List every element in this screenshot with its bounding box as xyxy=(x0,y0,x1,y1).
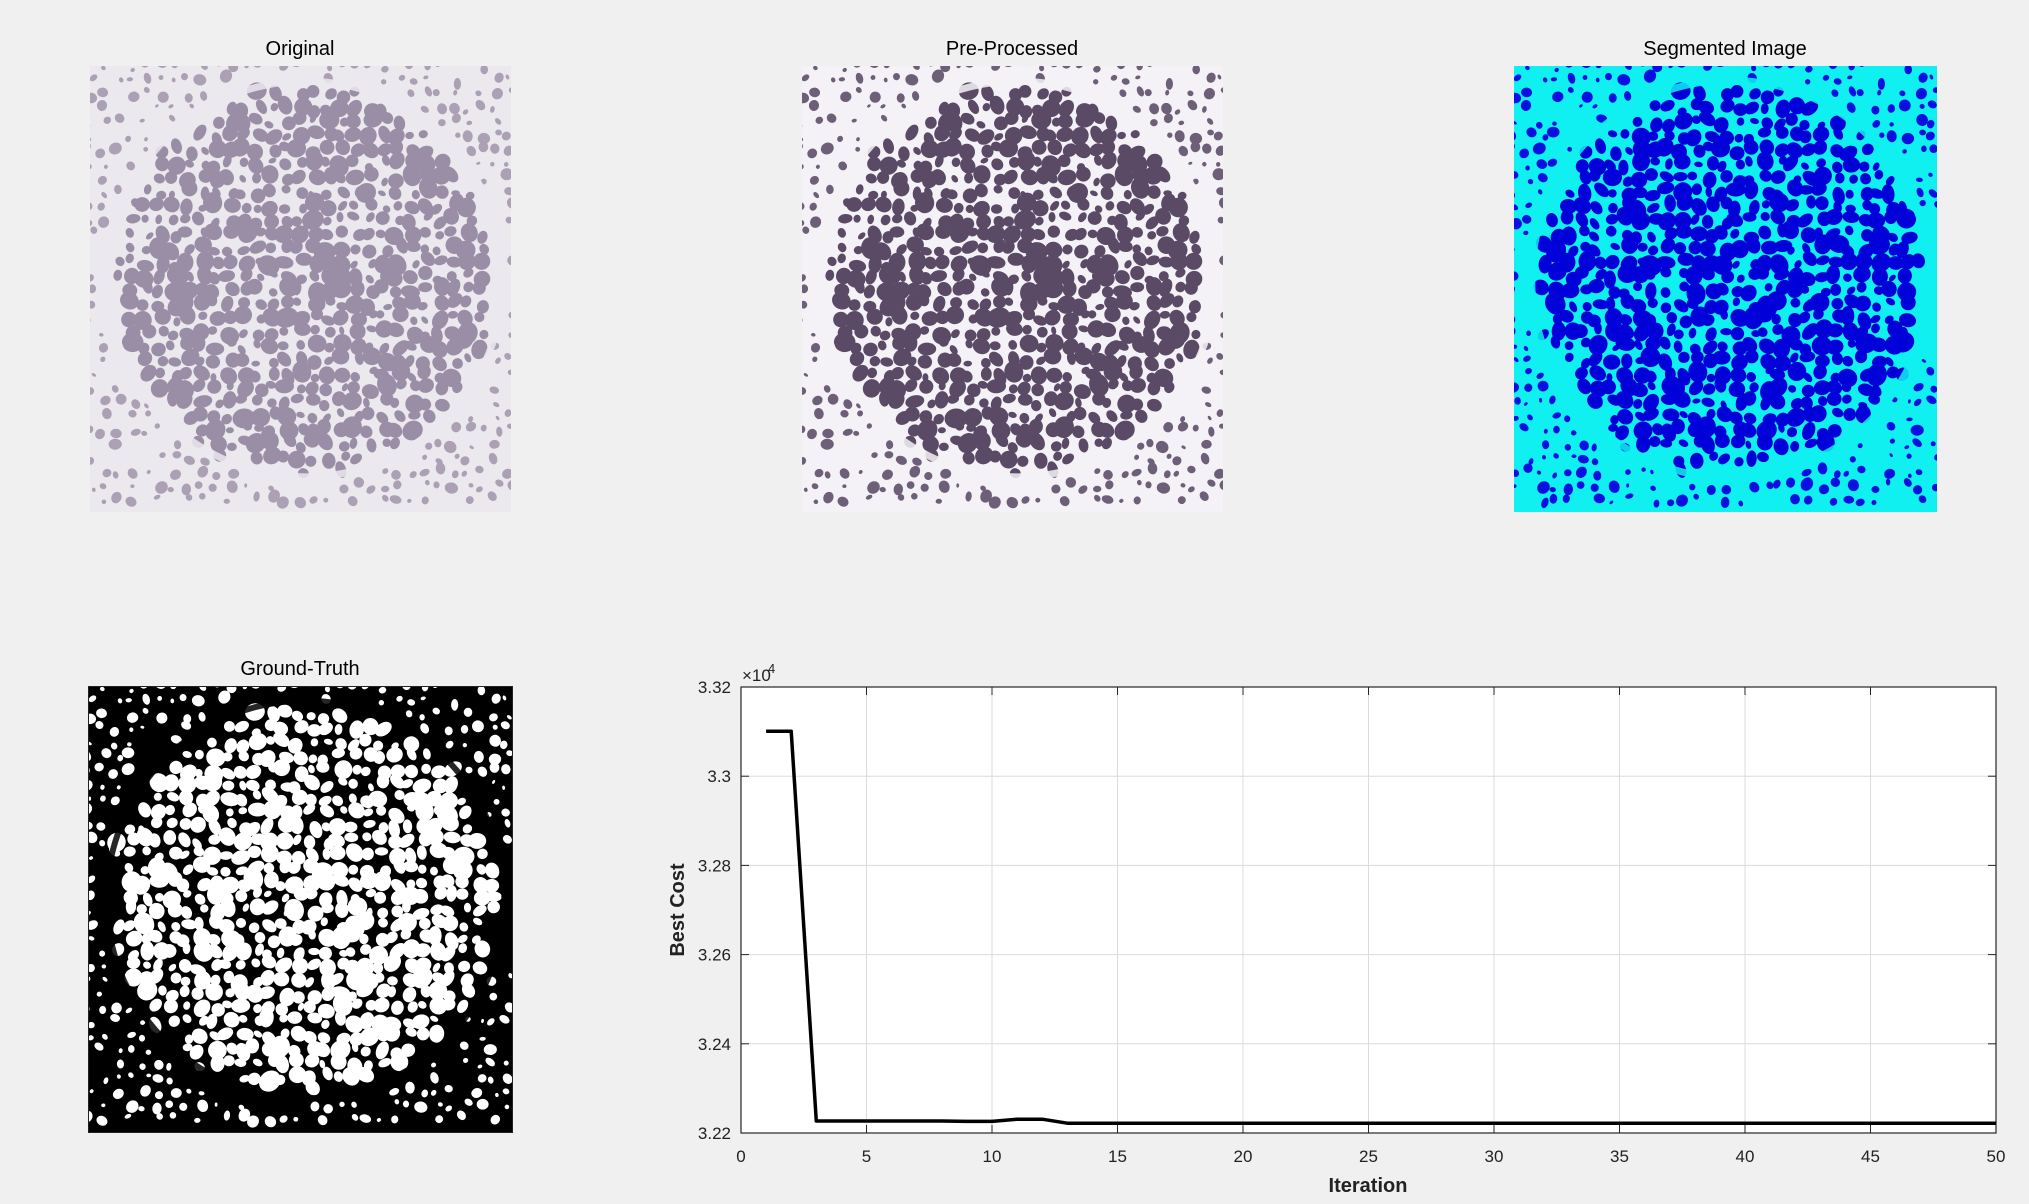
series-line xyxy=(766,729,1996,1125)
x-tick-label: 15 xyxy=(1108,1147,1127,1166)
preprocessed-title: Pre-Processed xyxy=(945,38,1079,60)
x-tick-label: 40 xyxy=(1736,1147,1755,1166)
y-axis-label: Best Cost xyxy=(667,863,689,957)
y-tick-label: 3.3 xyxy=(707,767,731,786)
x-tick-label: 0 xyxy=(736,1147,745,1166)
x-tick-label: 30 xyxy=(1485,1147,1504,1166)
x-tick-label: 50 xyxy=(1987,1147,2006,1166)
original-image xyxy=(90,66,511,512)
x-tick-label: 5 xyxy=(862,1147,871,1166)
segmented-image xyxy=(1514,66,1937,512)
x-tick-label: 20 xyxy=(1234,1147,1253,1166)
original-title: Original xyxy=(265,38,335,60)
y-tick-label: 3.26 xyxy=(698,946,731,965)
ground-truth-title: Ground-Truth xyxy=(240,658,360,680)
x-tick-label: 10 xyxy=(983,1147,1002,1166)
y-tick-label: 3.32 xyxy=(698,678,731,697)
ground-truth-image xyxy=(88,686,513,1133)
preprocessed-image xyxy=(802,66,1223,512)
x-tick-label: 35 xyxy=(1610,1147,1629,1166)
ticks: 0 5 10 15 20 25 30 35 40 45 50 3.22 3.24 3.26 3.28 3.3 3… xyxy=(698,678,2006,1166)
y-exponent-base: ×10 xyxy=(742,666,771,685)
x-tick-label: 25 xyxy=(1359,1147,1378,1166)
y-tick-label: 3.22 xyxy=(698,1124,731,1143)
x-axis-label: Iteration xyxy=(1329,1175,1408,1197)
y-exponent-power: 4 xyxy=(768,661,775,676)
grid xyxy=(741,687,1996,1133)
segmented-title: Segmented Image xyxy=(1643,38,1807,60)
y-tick-label: 3.24 xyxy=(698,1035,731,1054)
y-tick-label: 3.28 xyxy=(698,856,731,875)
x-tick-label: 45 xyxy=(1861,1147,1880,1166)
best-cost-line xyxy=(766,729,1996,1125)
